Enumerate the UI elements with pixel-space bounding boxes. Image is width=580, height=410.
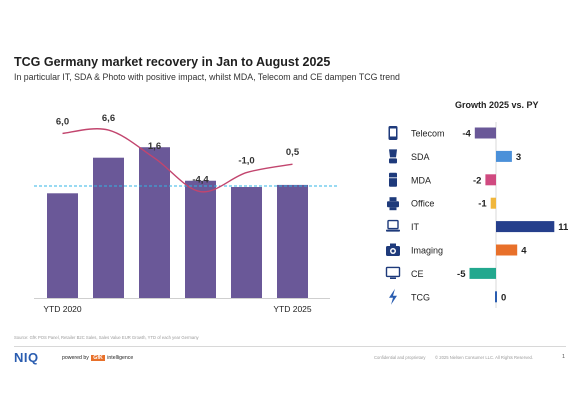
bar-5 bbox=[277, 184, 308, 298]
confidential-note: Confidential and proprietary bbox=[374, 355, 426, 360]
growth-value-2: -2 bbox=[473, 175, 481, 186]
source-note: Source: GfK POS Panel, Retailer B2C Sale… bbox=[14, 335, 199, 340]
laptop-icon-base bbox=[386, 229, 400, 232]
category-label-5: Imaging bbox=[411, 246, 443, 256]
growth-value-0: -4 bbox=[462, 129, 471, 140]
printer-icon-paper-top bbox=[389, 197, 397, 202]
bar-0 bbox=[47, 193, 78, 298]
mixer-icon-base bbox=[389, 158, 397, 164]
growth-bar-3 bbox=[490, 197, 496, 209]
growth-bar-6 bbox=[469, 267, 496, 279]
printer-icon bbox=[387, 201, 399, 208]
growth-bar-0 bbox=[474, 127, 496, 139]
category-label-7: TCG bbox=[411, 292, 430, 302]
gfk-logo: GfK bbox=[91, 355, 105, 361]
growth-chart-title: Growth 2025 vs. PY bbox=[455, 100, 539, 110]
footer-divider bbox=[14, 346, 566, 347]
category-label-2: MDA bbox=[411, 175, 431, 185]
powered-by: powered by GfK intelligence bbox=[62, 355, 133, 361]
growth-bar-5 bbox=[496, 244, 518, 256]
growth-label-0: 6,0 bbox=[56, 116, 69, 127]
tv-icon bbox=[385, 266, 401, 278]
lightning-icon bbox=[389, 288, 397, 305]
growth-bar-7 bbox=[495, 291, 497, 303]
powered-prefix: powered by bbox=[62, 355, 89, 361]
bar-3 bbox=[185, 180, 216, 298]
x-tick-label-5: YTD 2025 bbox=[273, 304, 312, 314]
phone-icon-screen bbox=[390, 128, 396, 137]
bar-4 bbox=[231, 187, 262, 298]
mixer-icon bbox=[389, 149, 397, 158]
niq-logo: NIQ bbox=[14, 350, 39, 365]
laptop-icon bbox=[387, 219, 399, 230]
growth-line bbox=[62, 128, 293, 193]
bar-2 bbox=[139, 147, 170, 298]
growth-label-1: 6,6 bbox=[102, 113, 115, 124]
growth-label-4: -1,0 bbox=[238, 156, 254, 167]
growth-label-2: 1,6 bbox=[148, 141, 161, 152]
growth-bar-2 bbox=[485, 174, 496, 186]
category-label-1: SDA bbox=[411, 152, 430, 162]
printer-icon-paper-out bbox=[389, 207, 397, 211]
growth-value-3: -1 bbox=[478, 199, 487, 210]
category-label-4: IT bbox=[411, 222, 420, 232]
growth-value-5: 4 bbox=[521, 246, 527, 257]
x-tick-label-0: YTD 2020 bbox=[43, 304, 82, 314]
growth-value-4: 11 bbox=[558, 222, 569, 233]
camera-icon-top bbox=[390, 243, 396, 247]
slide-subtitle: In particular IT, SDA & Photo with posit… bbox=[14, 72, 400, 82]
growth-label-3: -4,4 bbox=[192, 175, 209, 186]
slide-title: TCG Germany market recovery in Jan to Au… bbox=[14, 55, 331, 69]
camera-icon-lens-inner bbox=[391, 249, 395, 253]
category-label-6: CE bbox=[411, 269, 424, 279]
copyright-note: © 2025 Nielsen Consumer LLC. All Rights … bbox=[435, 355, 534, 360]
powered-suffix: intelligence bbox=[107, 355, 134, 361]
growth-value-6: -5 bbox=[457, 269, 466, 280]
category-label-3: Office bbox=[411, 199, 434, 209]
growth-bar-4 bbox=[496, 221, 555, 233]
growth-label-5: 0,5 bbox=[286, 147, 300, 158]
growth-value-7: 0 bbox=[501, 292, 506, 303]
bar-1 bbox=[93, 157, 124, 298]
tv-icon-stand bbox=[390, 277, 396, 279]
fridge-icon bbox=[389, 172, 397, 187]
growth-bar-1 bbox=[496, 150, 512, 162]
page-number: 1 bbox=[562, 354, 566, 360]
growth-value-1: 3 bbox=[516, 152, 521, 163]
category-label-0: Telecom bbox=[411, 129, 445, 139]
